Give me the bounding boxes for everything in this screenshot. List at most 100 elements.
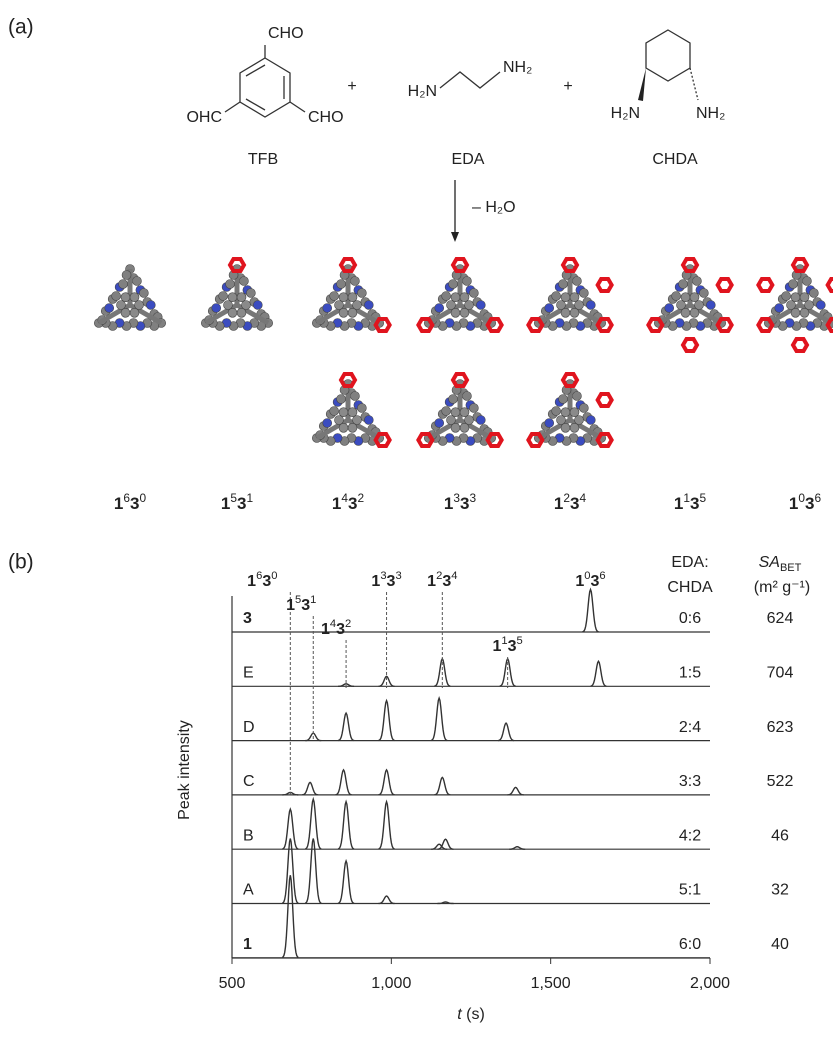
atom — [447, 416, 456, 425]
atom — [339, 423, 348, 432]
atom — [561, 408, 570, 417]
reaction-condition: – H₂O — [472, 199, 516, 216]
atom — [782, 292, 791, 301]
atom — [787, 301, 796, 310]
atom — [121, 293, 130, 302]
atom — [462, 277, 471, 286]
cage-label: 1531 — [286, 594, 316, 614]
atom — [665, 304, 674, 313]
label-base: 3 — [460, 494, 469, 513]
atom — [122, 271, 131, 280]
peak — [338, 802, 354, 849]
eda-structure — [440, 72, 500, 88]
atom — [805, 301, 814, 310]
sa-value: 46 — [771, 827, 789, 844]
chda-structure — [638, 30, 698, 101]
ratio-label: 2:4 — [679, 719, 701, 736]
trace-label: D — [243, 719, 255, 736]
atom — [800, 293, 809, 302]
atom — [364, 301, 373, 310]
column-header: (m² g⁻¹) — [754, 579, 810, 596]
atom — [586, 301, 595, 310]
reactant-name: TFB — [248, 151, 278, 168]
label-base: 3 — [348, 494, 357, 513]
atom — [451, 423, 460, 432]
trace-label: E — [243, 665, 254, 682]
ratio-label: 6:0 — [679, 936, 701, 953]
label-exponent: 3 — [395, 570, 401, 582]
ratio-label: 5:1 — [679, 882, 701, 899]
peak — [282, 839, 298, 904]
atom — [579, 404, 588, 413]
atom — [228, 293, 237, 302]
atom — [442, 407, 451, 416]
atom — [690, 293, 699, 302]
atom — [579, 289, 588, 298]
atom — [323, 304, 332, 313]
atom — [228, 308, 237, 317]
cage-label: 1135 — [674, 491, 707, 513]
label-exponent: 2 — [345, 618, 351, 630]
axis-unit: (s) — [466, 1006, 485, 1023]
atom — [237, 308, 246, 317]
atom — [460, 293, 469, 302]
cage-label: 1432 — [321, 618, 351, 638]
atom — [775, 304, 784, 313]
peak — [379, 701, 395, 741]
label-exponent: 1 — [246, 491, 253, 505]
label-base: 1 — [114, 494, 123, 513]
atom — [357, 289, 366, 298]
cyclohexyl — [598, 394, 612, 406]
atom — [802, 277, 811, 286]
atom — [695, 301, 704, 310]
group-label: NH₂ — [696, 105, 725, 122]
cage-label: 1234 — [427, 570, 457, 590]
axis-variable: t — [457, 1006, 462, 1023]
label-exponent: 6 — [814, 491, 821, 505]
atom — [570, 308, 579, 317]
atom — [816, 301, 825, 310]
atom — [545, 304, 554, 313]
atom — [800, 308, 809, 317]
atom — [791, 308, 800, 317]
atom — [130, 308, 139, 317]
atom — [246, 289, 255, 298]
label-base: 1 — [554, 494, 563, 513]
reactant-name: EDA — [452, 151, 485, 168]
group-label: CHO — [308, 109, 344, 126]
peak — [282, 875, 298, 957]
atom — [545, 419, 554, 428]
cage-label: 1333 — [371, 570, 401, 590]
peak — [379, 770, 395, 795]
atom — [146, 301, 155, 310]
group-label: OHC — [186, 109, 222, 126]
atom — [237, 293, 246, 302]
atom — [442, 292, 451, 301]
header-main: SA — [759, 554, 780, 571]
label-base: 3 — [805, 494, 814, 513]
label-base: 1 — [674, 494, 683, 513]
label-base: 1 — [247, 573, 256, 590]
atom — [337, 395, 346, 404]
label-base: 3 — [336, 621, 345, 638]
sa-value: 522 — [767, 773, 794, 790]
cage-models — [94, 259, 833, 446]
cage-label: 1135 — [493, 635, 523, 655]
atom — [112, 292, 121, 301]
label-exponent: 5 — [699, 491, 706, 505]
atom — [219, 292, 228, 301]
label-exponent: 4 — [451, 570, 457, 582]
atom — [561, 423, 570, 432]
atom — [469, 289, 478, 298]
ratio-label: 4:2 — [679, 827, 701, 844]
cyclohexyl — [718, 279, 732, 291]
label-base: 3 — [570, 494, 579, 513]
atom — [121, 308, 130, 317]
atom — [677, 301, 686, 310]
label-base: 1 — [332, 494, 341, 513]
atom — [348, 423, 357, 432]
atom — [557, 301, 566, 310]
atom — [679, 280, 688, 289]
group-label: H₂N — [408, 83, 437, 100]
label-base: 1 — [493, 638, 502, 655]
